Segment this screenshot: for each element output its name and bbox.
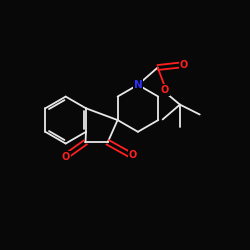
Text: O: O: [128, 150, 136, 160]
Text: O: O: [62, 152, 70, 162]
Text: O: O: [161, 85, 169, 95]
Text: N: N: [134, 80, 142, 90]
Text: O: O: [180, 60, 188, 70]
